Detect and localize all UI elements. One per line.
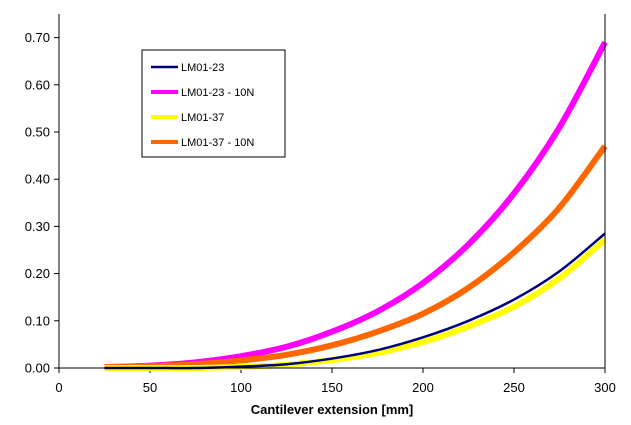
x-tick-label: 300 <box>594 380 616 395</box>
x-tick-label: 250 <box>503 380 525 395</box>
series-line <box>104 237 607 372</box>
y-tick-label: 0.50 <box>25 125 50 140</box>
y-tick-labels: 0.00 0.10 0.20 0.30 0.40 0.50 0.60 0.70 <box>25 30 50 375</box>
y-tick-label: 0.30 <box>25 219 50 234</box>
legend-label: LM01-37 - 10N <box>181 137 254 149</box>
x-tick-labels: 0 50 100 150 200 250 300 <box>55 380 615 395</box>
y-tick-label: 0.70 <box>25 30 50 45</box>
x-tick-label: 0 <box>55 380 62 395</box>
series-line <box>104 144 608 371</box>
legend-label: LM01-37 <box>181 112 224 124</box>
x-axis-title: Cantilever extension [mm] <box>251 402 414 417</box>
legend-box <box>141 49 286 158</box>
y-tick-label: 0.60 <box>25 77 50 92</box>
y-tick-label: 0.20 <box>25 266 50 281</box>
y-tick-label: 0.00 <box>25 361 50 376</box>
legend-label: LM01-23 - 10N <box>181 87 254 99</box>
axis-ticks <box>54 37 606 373</box>
legend: LM01-23 LM01-23 - 10N LM01-37 LM01-37 - 10N <box>141 49 286 158</box>
y-tick-label: 0.40 <box>25 172 50 187</box>
x-tick-label: 200 <box>412 380 434 395</box>
x-tick-label: 100 <box>230 380 252 395</box>
x-tick-label: 50 <box>143 380 157 395</box>
y-tick-label: 0.10 <box>25 313 50 328</box>
x-tick-label: 150 <box>321 380 343 395</box>
legend-label: LM01-23 <box>181 62 224 74</box>
